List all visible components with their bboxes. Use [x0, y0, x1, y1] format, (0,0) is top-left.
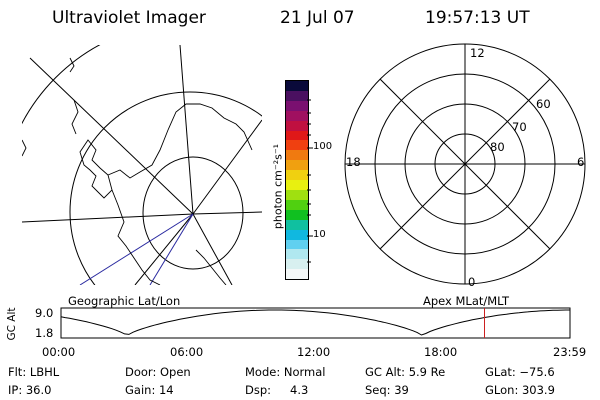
status-seq: Seq: 39	[365, 383, 409, 397]
mlt-label-6: 6	[577, 155, 585, 169]
status-gc-alt: GC Alt: 5.9 Re	[365, 365, 446, 379]
geo-meridian	[22, 213, 194, 223]
time-label: 19:57:13 UT	[425, 8, 530, 28]
coastline	[22, 139, 27, 157]
mlt-label-18: 18	[346, 155, 361, 169]
altitude-ymin: 1.8	[35, 326, 54, 340]
colorbar-band	[286, 150, 308, 161]
status-dsp-label: Dsp:	[245, 383, 272, 397]
colorbar-tick-100: 100	[313, 141, 333, 152]
status-glon: GLon: 303.9	[485, 383, 555, 397]
colorbar-band	[286, 100, 308, 111]
status-gain: Gain: 14	[125, 383, 174, 397]
mlt-label-12: 12	[470, 46, 485, 60]
x-tick-0600: 06:00	[170, 345, 204, 359]
colorbar	[285, 80, 309, 280]
geo-meridian	[192, 119, 262, 215]
mlat-label-60: 60	[536, 97, 551, 111]
colorbar-band	[286, 170, 308, 181]
colorbar-band	[286, 239, 308, 250]
colorbar-band	[286, 90, 308, 101]
colorbar-band	[286, 249, 308, 260]
instrument-title: Ultraviolet Imager	[52, 8, 206, 28]
colorbar-band	[286, 269, 308, 279]
mlat-label-80: 80	[490, 140, 505, 154]
colorbar-band	[286, 120, 308, 131]
status-mode: Mode: Normal	[245, 365, 326, 379]
coastline	[71, 99, 79, 135]
colorbar-band	[286, 110, 308, 121]
colorbar-band	[286, 199, 308, 210]
colorbar-band	[286, 189, 308, 200]
status-flt: Flt: LBHL	[8, 365, 60, 379]
colorbar-tick-10: 10	[313, 229, 326, 240]
geo-meridian	[192, 213, 233, 285]
colorbar-band	[286, 160, 308, 171]
colorbar-band	[286, 219, 308, 230]
colorbar-band	[286, 130, 308, 141]
altitude-ymax: 9.0	[35, 306, 54, 320]
colorbar-band	[286, 229, 308, 240]
coastline	[195, 249, 227, 285]
status-dsp-value: 4.3	[290, 383, 309, 397]
altitude-plot-frame	[60, 307, 571, 339]
geographic-label: Geographic Lat/Lon	[68, 294, 181, 308]
x-tick-1200: 12:00	[297, 345, 331, 359]
geo-meridian-blue	[149, 213, 194, 285]
mlat-label-70: 70	[512, 120, 527, 134]
apex-label: Apex MLat/MLT	[423, 294, 510, 308]
coastline	[79, 139, 113, 199]
colorbar-gradient	[286, 81, 308, 279]
status-ip: IP: 36.0	[8, 383, 52, 397]
altitude-curve	[60, 309, 570, 336]
colorbar-band	[286, 81, 308, 91]
geo-lat-circle-mid	[69, 91, 262, 285]
coastline	[107, 103, 253, 179]
coastline	[111, 189, 161, 285]
geo-meridian	[179, 45, 194, 215]
x-tick-1800: 18:00	[424, 345, 458, 359]
date-label: 21 Jul 07	[280, 8, 355, 28]
coastline	[69, 57, 75, 73]
colorbar-band	[286, 140, 308, 151]
geo-meridian	[29, 57, 194, 215]
colorbar-band	[286, 180, 308, 190]
x-tick-2359: 23:59	[553, 345, 587, 359]
status-door: Door: Open	[125, 365, 191, 379]
status-glat: GLat: −75.6	[485, 365, 555, 379]
polar-diagonal	[379, 78, 551, 250]
colorbar-band	[286, 209, 308, 220]
x-tick-0000: 00:00	[42, 345, 76, 359]
mlt-label-0: 0	[468, 275, 476, 289]
colorbar-band	[286, 259, 308, 270]
geo-meridian-blue	[79, 213, 194, 285]
geo-meridian	[192, 211, 262, 215]
